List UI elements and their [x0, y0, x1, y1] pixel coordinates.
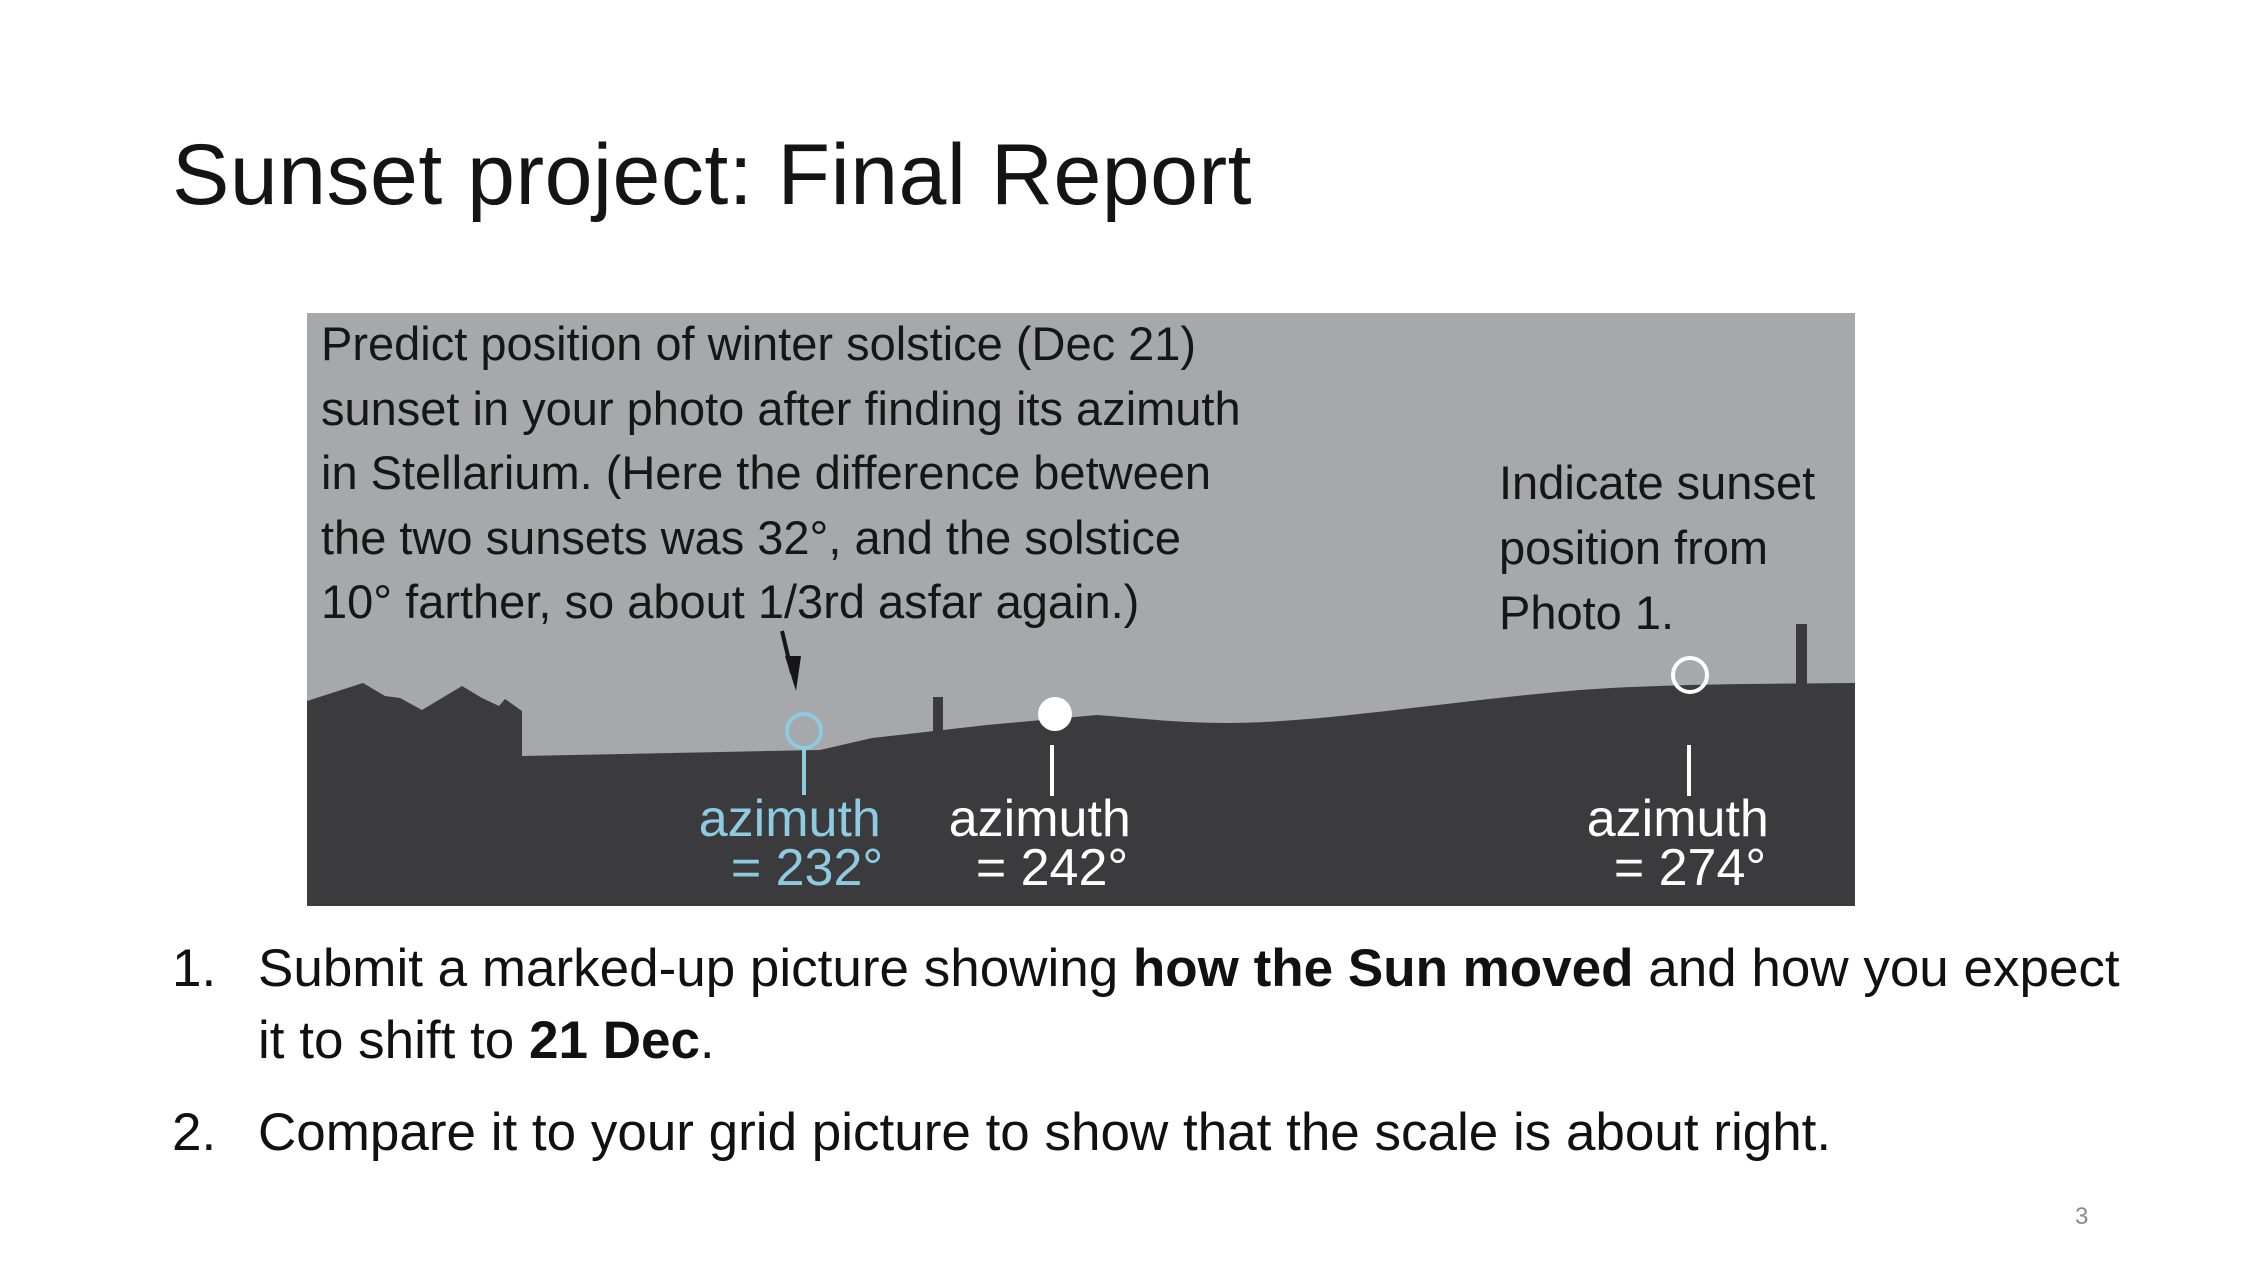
task-list: 1. Submit a marked-up picture showing ho…	[172, 933, 2152, 1189]
note-line-1: Indicate sunset	[1499, 456, 1815, 509]
azimuth-label-274-line2: = 274°	[1614, 839, 1766, 897]
instruction-text: Predict position of winter solstice (Dec…	[321, 317, 1254, 628]
instruction-line-2: sunset in your photo after finding its a…	[321, 382, 1241, 435]
note-text: Indicate sunset position from Photo 1.	[1499, 456, 1828, 639]
task-1-text-c: .	[699, 1011, 715, 1070]
slide-title: Sunset project: Final Report	[172, 127, 1252, 223]
horizon-silhouette	[307, 683, 1855, 906]
task-2-text: Compare it to your grid picture to show …	[258, 1103, 1832, 1162]
azimuth-label-232: azimuth = 232°	[699, 790, 896, 897]
post-middle	[933, 697, 943, 741]
task-1-text-b: and how you expect it to shift to	[258, 939, 2120, 1070]
page-number: 3	[2075, 1203, 2089, 1230]
task-1-text-a: Submit a marked-up picture showing	[258, 939, 1133, 998]
azimuth-label-274: azimuth = 274°	[1587, 790, 1784, 897]
arrow-head	[785, 656, 801, 691]
note-line-3: Photo 1.	[1499, 586, 1674, 639]
azimuth-label-242: azimuth = 242°	[949, 790, 1146, 897]
azimuth-label-274-line1: azimuth	[1587, 790, 1769, 848]
note-line-2: position from	[1499, 521, 1768, 574]
task-number-2: 2.	[172, 1103, 217, 1162]
task-number-1: 1.	[172, 939, 217, 998]
task-1-bold-a: how the Sun moved	[1132, 939, 1634, 998]
sunset-marker-filled	[1038, 697, 1072, 731]
sunset-marker-open	[1671, 656, 1709, 694]
azimuth-label-242-line1: azimuth	[949, 790, 1131, 848]
azimuth-label-232-line1: azimuth	[699, 790, 881, 848]
instruction-line-1: Predict position of winter solstice (Dec…	[321, 317, 1196, 370]
azimuth-label-242-line2: = 242°	[976, 839, 1128, 897]
sunset-diagram: Predict position of winter solstice (Dec…	[307, 313, 1855, 906]
instruction-line-4: the two sunsets was 32°, and the solstic…	[321, 511, 1181, 564]
instruction-line-5: 10° farther, so about 1/3rd asfar again.…	[321, 575, 1139, 628]
task-1-bold-b: 21 Dec	[529, 1011, 700, 1070]
task-item-2: 2. Compare it to your grid picture to sh…	[172, 1097, 2152, 1169]
azimuth-label-232-line2: = 232°	[731, 839, 883, 897]
task-item-1: 1. Submit a marked-up picture showing ho…	[172, 933, 2152, 1077]
instruction-line-3: in Stellarium. (Here the difference betw…	[321, 446, 1211, 499]
post-right	[1796, 624, 1807, 684]
